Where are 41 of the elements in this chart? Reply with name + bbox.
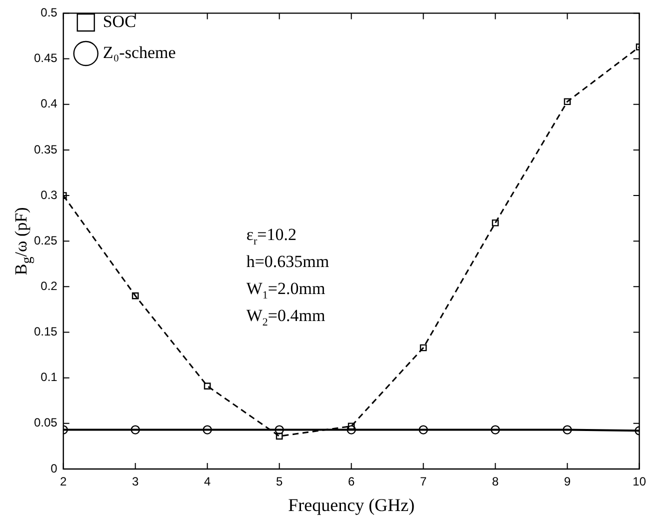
x-tick-label: 7 [420, 474, 427, 489]
y-tick-label: 0.3 [40, 188, 58, 202]
legend-label: Z₀-scheme [102, 42, 176, 62]
point [276, 432, 283, 440]
legend-label: SOC [102, 12, 136, 31]
point [346, 425, 356, 434]
x-tick-label: 9 [564, 474, 571, 489]
point [204, 382, 211, 390]
point [490, 425, 500, 434]
point [132, 292, 139, 300]
point [492, 219, 499, 226]
x-tick-label: 3 [132, 474, 140, 489]
point [562, 425, 572, 434]
point [420, 344, 427, 352]
point [274, 425, 284, 434]
y-tick-label: 0.45 [34, 51, 58, 66]
annotation: W$_{1}$=2.0mm [246, 278, 326, 302]
point [348, 422, 355, 430]
y-tick-label: 0.25 [34, 233, 58, 248]
annotation: W$_{2}$=0.4mm [246, 305, 326, 330]
x-tick-label: 8 [492, 474, 499, 489]
y-tick-label: 0.2 [40, 278, 58, 293]
x-tick-label: 5 [276, 474, 283, 489]
annotation: ε$_{r}$=10.2 [246, 224, 298, 248]
y-tick-label: 0 [50, 461, 58, 476]
point [202, 425, 212, 434]
y-tick-label: 0.05 [34, 416, 58, 430]
y-tick-label: 0.1 [40, 370, 58, 384]
y-tick-label: 0.35 [34, 142, 58, 156]
x-tick-label: 2 [60, 474, 68, 489]
y-tick-label: 0.15 [34, 324, 58, 339]
x-tick-label: 4 [204, 474, 212, 489]
point [130, 425, 140, 434]
y-tick-label: 0.5 [40, 6, 58, 20]
x-tick-label: 6 [348, 474, 355, 489]
x-tick-label: 10 [632, 474, 646, 489]
point [564, 98, 571, 106]
point [418, 425, 428, 434]
y-tick-label: 0.4 [40, 96, 58, 111]
annotation: h=0.635mm [246, 251, 330, 274]
x-axis-title: Frequency (GHz) [288, 494, 415, 515]
